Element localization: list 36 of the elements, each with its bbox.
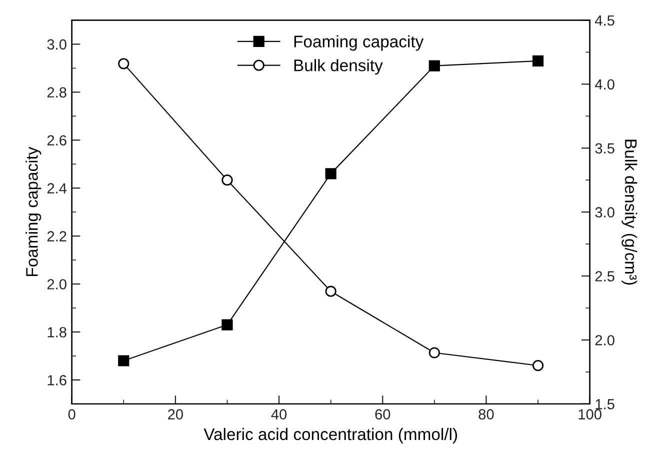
point [325, 168, 336, 180]
y-tick-label: 2.8 [47, 87, 66, 98]
y-tick-label: 2.4 [47, 183, 67, 194]
point [222, 319, 233, 330]
x-tick-label: 0 [68, 409, 76, 420]
y-tick-label: 1.8 [48, 327, 66, 338]
point [325, 286, 336, 297]
y2-tick-label: 2.0 [595, 335, 614, 346]
y-tick-label: 1.6 [48, 375, 66, 386]
legend-label: Foaming capacity [294, 35, 424, 51]
point [222, 174, 233, 186]
y2-tick-label: 3.0 [595, 207, 614, 218]
y2-tick-label: 3.5 [595, 143, 614, 154]
y-axis-title: Foaming capacity [26, 146, 42, 276]
y2-tick-label: 4.0 [595, 79, 614, 90]
y2-axis-title: Bulk density (g/cm³) [622, 140, 638, 285]
x-axis-title: Valeric acid concentration (mmol/l) [204, 428, 457, 444]
x-tick-label: 100 [578, 409, 602, 420]
y-tick-label: 2.2 [47, 231, 66, 242]
y2-tick-label: 2.5 [595, 271, 614, 282]
point [532, 360, 544, 372]
x-tick-label: 60 [375, 409, 390, 420]
x-tick-label: 40 [271, 409, 287, 420]
legend-label: Bulk density [294, 59, 383, 75]
point [428, 60, 440, 72]
y-tick-label: 2.6 [47, 135, 66, 146]
point [118, 355, 130, 366]
point [118, 58, 130, 70]
y-tick-label: 3.0 [47, 39, 66, 50]
x-tick-label: 80 [478, 409, 494, 420]
y-tick-label: 2.0 [47, 279, 66, 290]
point [532, 55, 544, 67]
point [428, 347, 440, 358]
y2-tick-label: 4.5 [595, 15, 614, 26]
y2-tick-label: 1.5 [596, 399, 614, 410]
x-tick-label: 20 [168, 409, 183, 420]
